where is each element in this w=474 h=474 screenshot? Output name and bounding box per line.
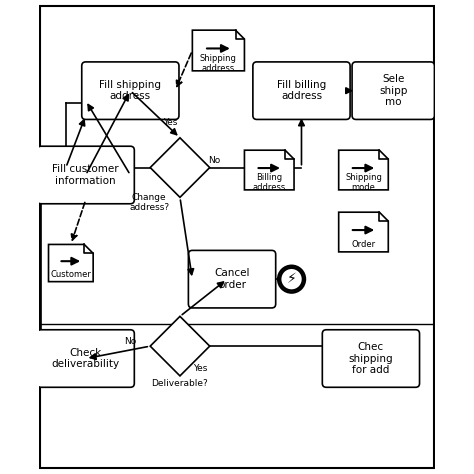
Text: Sele
shipp
mo: Sele shipp mo [379,74,408,107]
Text: Yes: Yes [163,118,177,128]
Text: Fill shipping
address: Fill shipping address [100,80,161,101]
FancyBboxPatch shape [188,250,276,308]
Text: Shipping
address: Shipping address [200,54,237,73]
Text: Billing
address: Billing address [253,173,286,192]
Text: Cancel
order: Cancel order [214,268,250,290]
Text: No: No [209,155,221,164]
Polygon shape [339,212,388,252]
Polygon shape [192,30,245,71]
Text: No: No [124,337,137,346]
Text: Order: Order [351,240,375,249]
Text: Fill customer
information: Fill customer information [53,164,119,186]
Text: Fill billing
address: Fill billing address [277,80,326,101]
Polygon shape [339,150,388,190]
Circle shape [280,268,303,291]
Polygon shape [245,150,294,190]
Polygon shape [150,316,210,376]
FancyBboxPatch shape [352,62,434,119]
Text: Shipping
mode: Shipping mode [345,173,382,192]
Text: ⚡: ⚡ [287,272,296,286]
Polygon shape [48,245,93,282]
FancyBboxPatch shape [37,146,134,204]
Text: Customer: Customer [50,271,91,280]
Circle shape [278,266,305,292]
FancyBboxPatch shape [82,62,179,119]
Text: Deliverable?: Deliverable? [152,379,209,388]
FancyBboxPatch shape [253,62,350,119]
FancyBboxPatch shape [322,330,419,387]
Text: Chec
shipping
for add: Chec shipping for add [348,342,393,375]
FancyBboxPatch shape [37,330,134,387]
Polygon shape [150,138,210,197]
Text: Yes: Yes [192,364,207,373]
Text: Change
address?: Change address? [129,192,169,212]
Text: Check
deliverability: Check deliverability [52,348,120,369]
